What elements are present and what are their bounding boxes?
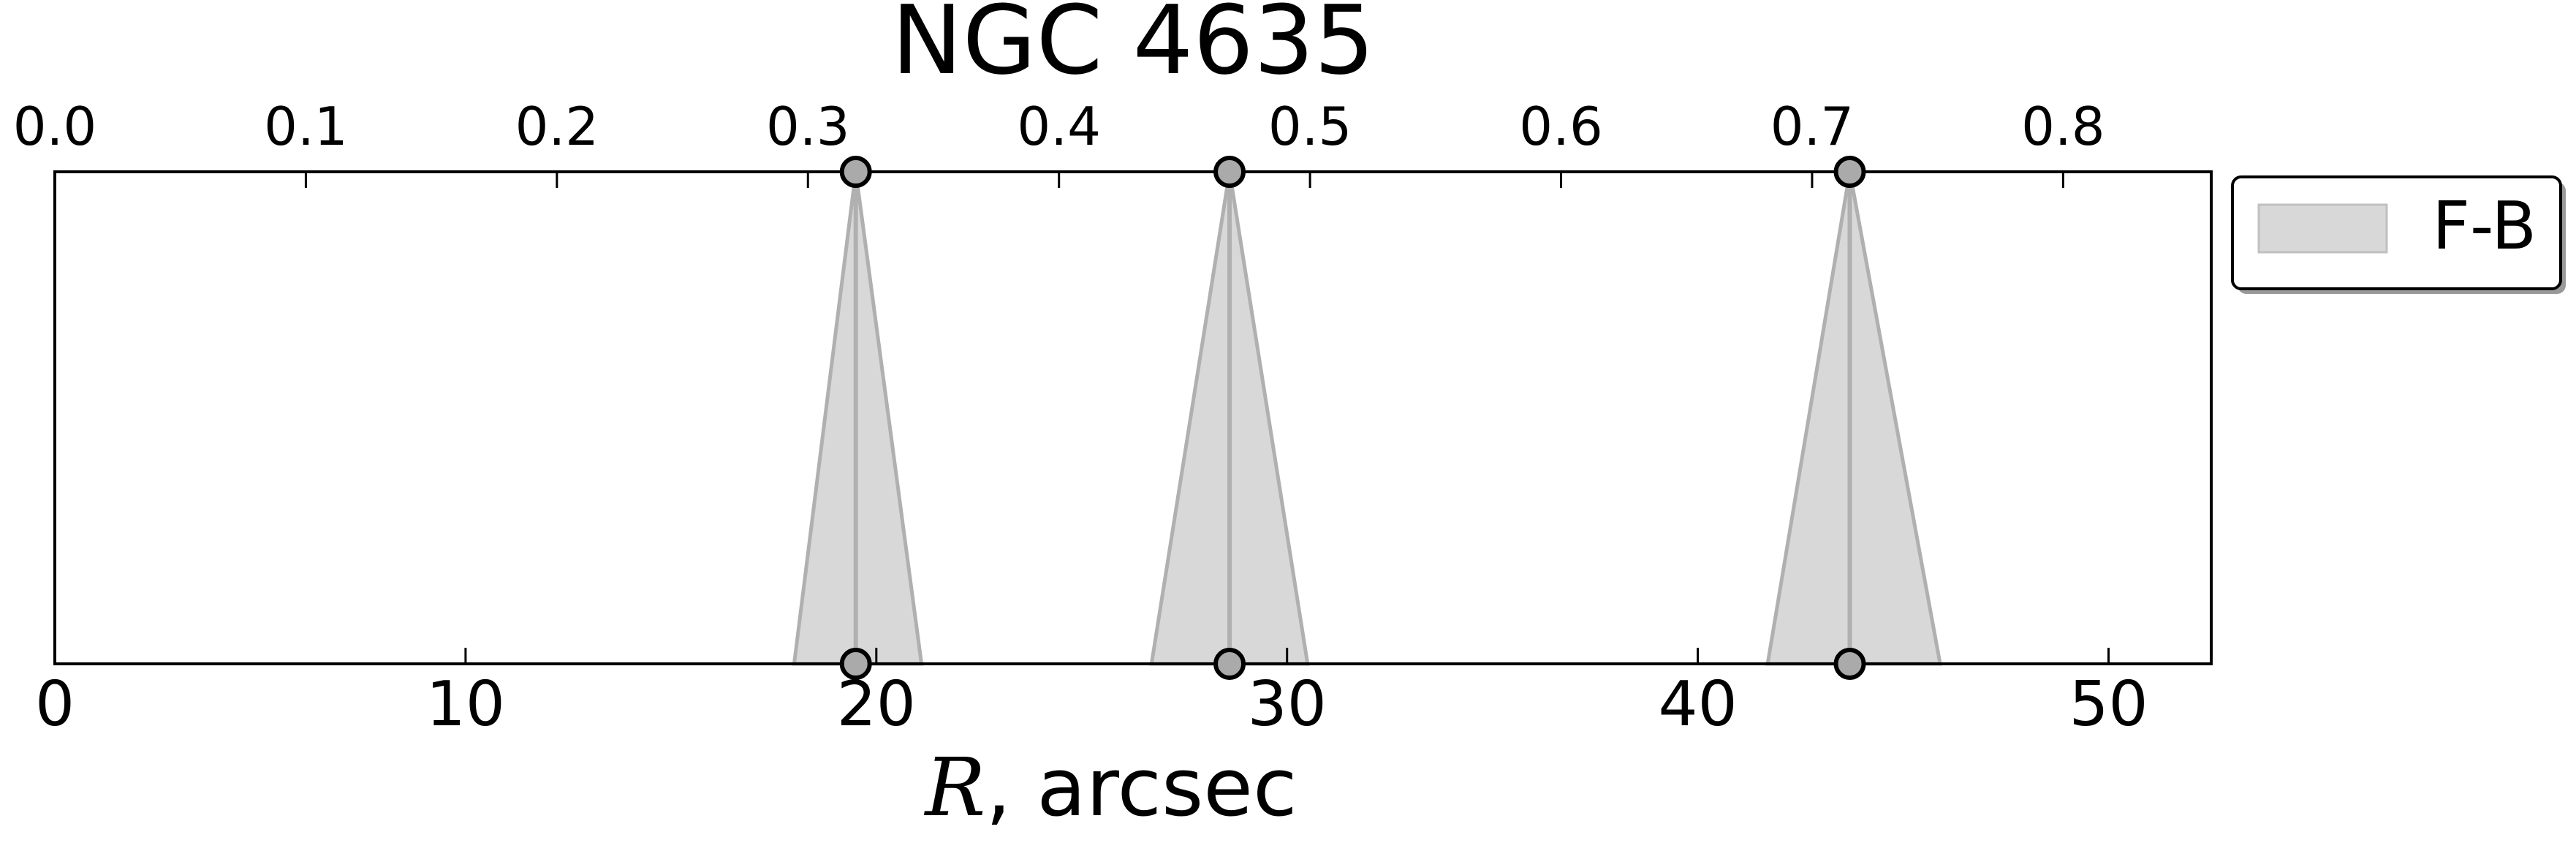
top-tick-label: 0.7 bbox=[1770, 96, 1855, 157]
x-axis-label-symbol: R bbox=[924, 741, 986, 834]
x-tick-label: 40 bbox=[1659, 668, 1738, 741]
top-tick-label: 0.3 bbox=[766, 96, 850, 157]
top-tick-label: 0.5 bbox=[1268, 96, 1352, 157]
top-tick-label: 0.2 bbox=[515, 96, 599, 157]
x-tick-label: 30 bbox=[1248, 668, 1327, 741]
bottom-axis: 0 10 20 30 40 50 bbox=[35, 648, 2148, 741]
top-tick-label: 0.1 bbox=[264, 96, 348, 157]
band-layer bbox=[792, 171, 1943, 666]
feature-marker bbox=[1833, 648, 1866, 680]
feature-marker bbox=[1213, 648, 1246, 680]
x-tick-label: 50 bbox=[2069, 668, 2148, 741]
feature-marker bbox=[839, 156, 872, 188]
x-axis-label-unit: , arcsec bbox=[985, 741, 1297, 834]
top-axis: 0.0 0.1 0.2 0.3 0.4 0.5 0.6 0.7 0.8 bbox=[13, 96, 2105, 188]
top-tick-label: 0.0 bbox=[13, 96, 97, 157]
x-axis-label: R, arcsec bbox=[924, 741, 1298, 834]
x-tick-label: 20 bbox=[837, 668, 916, 741]
marker-layer bbox=[839, 156, 1866, 680]
x-tick-label: 0 bbox=[35, 668, 75, 741]
top-tick-label: 0.6 bbox=[1519, 96, 1603, 157]
top-tick-label: 0.4 bbox=[1017, 96, 1101, 157]
feature-marker bbox=[1833, 156, 1866, 188]
x-tick-label: 10 bbox=[426, 668, 505, 741]
feature-marker bbox=[1213, 156, 1246, 188]
chart-title: NGC 4635 bbox=[892, 0, 1375, 96]
top-tick-label: 0.8 bbox=[2021, 96, 2105, 157]
plot-frame bbox=[53, 170, 2213, 665]
feature-marker bbox=[839, 648, 872, 680]
legend-label: F-B bbox=[2432, 188, 2537, 265]
legend: F-B bbox=[2231, 175, 2566, 294]
legend-swatch bbox=[2257, 203, 2388, 254]
